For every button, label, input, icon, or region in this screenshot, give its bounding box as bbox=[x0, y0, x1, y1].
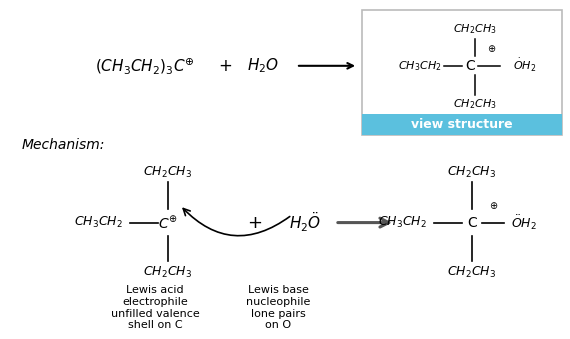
Text: C: C bbox=[465, 59, 475, 73]
Text: $H_2O$: $H_2O$ bbox=[247, 57, 279, 75]
Text: $+$: $+$ bbox=[247, 214, 263, 232]
Text: Lewis base
nucleophile
lone pairs
on O: Lewis base nucleophile lone pairs on O bbox=[246, 285, 310, 330]
Text: $+$: $+$ bbox=[218, 57, 232, 75]
Text: $CH_2CH_3$: $CH_2CH_3$ bbox=[453, 98, 497, 112]
FancyArrowPatch shape bbox=[183, 208, 290, 236]
Text: view structure: view structure bbox=[411, 118, 513, 131]
Text: $(CH_3CH_2)_3C^{\oplus}$: $(CH_3CH_2)_3C^{\oplus}$ bbox=[95, 56, 195, 76]
Text: $CH_3CH_2$: $CH_3CH_2$ bbox=[74, 215, 123, 230]
Text: C: C bbox=[467, 216, 477, 230]
Text: $CH_2CH_3$: $CH_2CH_3$ bbox=[453, 22, 497, 36]
Text: $CH_2CH_3$: $CH_2CH_3$ bbox=[447, 265, 496, 280]
Text: $CH_2CH_3$: $CH_2CH_3$ bbox=[144, 165, 193, 180]
Text: $H_2\ddot{O}$: $H_2\ddot{O}$ bbox=[289, 211, 321, 234]
Text: $CH_2CH_3$: $CH_2CH_3$ bbox=[144, 265, 193, 280]
Text: $\oplus$: $\oplus$ bbox=[487, 43, 496, 54]
Text: $CH_3CH_2$: $CH_3CH_2$ bbox=[377, 215, 426, 230]
Text: $\ddot{O}H_2$: $\ddot{O}H_2$ bbox=[511, 213, 537, 232]
Bar bbox=[362, 114, 562, 136]
Text: $\oplus$: $\oplus$ bbox=[490, 200, 499, 211]
Text: $CH_2CH_3$: $CH_2CH_3$ bbox=[447, 165, 496, 180]
Bar bbox=[362, 10, 562, 136]
Text: $\dot{O}H_2$: $\dot{O}H_2$ bbox=[514, 57, 536, 74]
Text: Lewis acid
electrophile
unfilled valence
shell on C: Lewis acid electrophile unfilled valence… bbox=[111, 285, 200, 330]
Text: Mechanism:: Mechanism: bbox=[22, 138, 105, 152]
Text: $C^{\oplus}$: $C^{\oplus}$ bbox=[158, 214, 178, 231]
Text: $CH_3CH_2$: $CH_3CH_2$ bbox=[398, 59, 442, 73]
